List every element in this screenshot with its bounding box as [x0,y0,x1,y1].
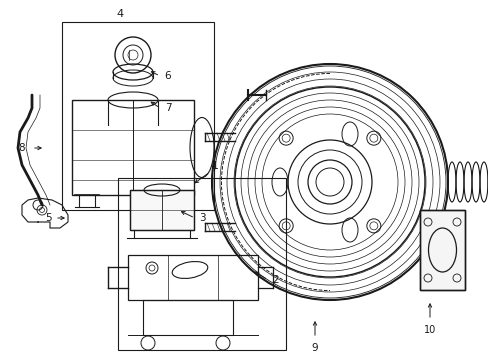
Bar [128,255,258,300]
Bar [419,210,464,290]
Text: 8: 8 [19,143,25,153]
Text: 7: 7 [164,103,171,113]
Bar [419,210,464,290]
Text: 2: 2 [272,275,279,285]
Bar [62,22,214,210]
Text: 1: 1 [211,161,218,171]
Text: 6: 6 [164,71,171,81]
Bar [142,300,232,335]
Text: 4: 4 [116,9,123,19]
Bar [130,190,194,230]
Bar [72,100,194,195]
Bar [130,190,194,230]
Bar [118,178,285,350]
Text: 5: 5 [44,213,51,223]
Text: 9: 9 [311,343,318,353]
Text: 3: 3 [198,213,205,223]
Text: 10: 10 [423,325,435,335]
